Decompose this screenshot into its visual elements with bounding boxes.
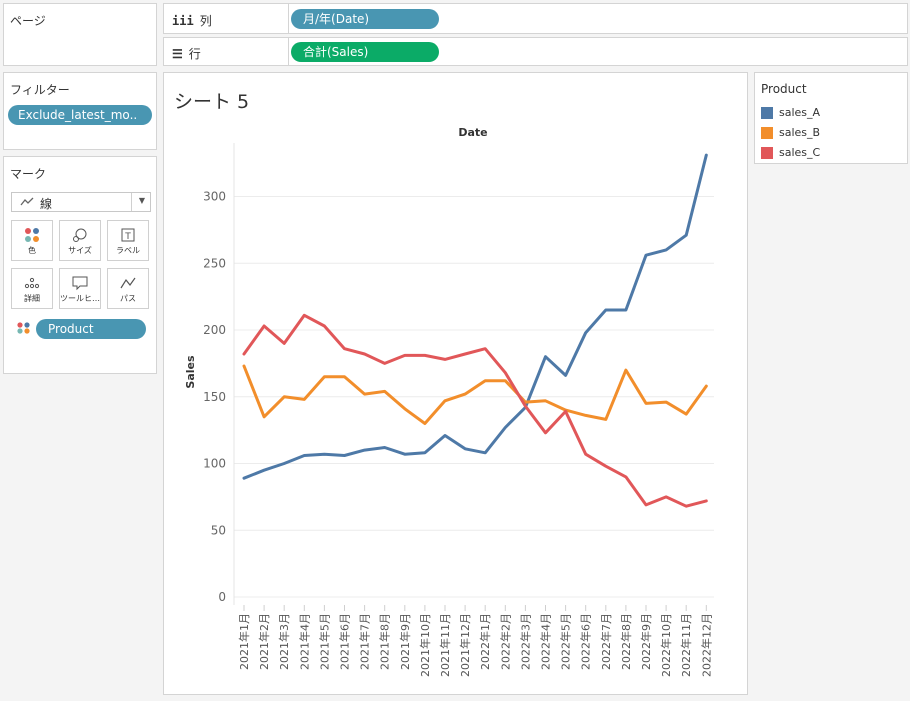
filters-pane: フィルター Exclude_latest_mo.. [3, 72, 157, 150]
legend-item-sales-a[interactable]: sales_A [761, 106, 820, 122]
detail-icon [12, 275, 52, 293]
x-tick-label: 2021年5月 [317, 613, 331, 670]
y-tick-label: 0 [218, 590, 226, 604]
legend-item-sales-c[interactable]: sales_C [761, 146, 820, 162]
legend-swatch [761, 127, 773, 139]
sheet-title: シート 5 [174, 91, 250, 113]
color-dots-icon [16, 320, 32, 339]
path-icon [108, 275, 148, 293]
y-tick-label: 50 [211, 523, 226, 537]
x-tick-label: 2022年2月 [498, 613, 512, 670]
label-icon: T [108, 227, 148, 245]
size-button-label: サイズ [68, 246, 92, 255]
line-chart: 0 50 100 150 200 250 300 Date Sales 2021年1月 2021年2… [184, 126, 714, 677]
x-tick-label: 2022年5月 [559, 613, 573, 670]
x-tick-label: 2021年9月 [398, 613, 412, 670]
color-dots-icon [12, 227, 52, 245]
filters-title: フィルター [10, 83, 70, 97]
legend-label: sales_A [779, 106, 821, 119]
rows-icon: ☰ [172, 47, 183, 61]
legend-label: sales_C [779, 146, 821, 159]
tooltip-icon [60, 275, 100, 293]
x-tick-label: 2022年1月 [478, 613, 492, 670]
x-tick-label: 2022年4月 [539, 613, 553, 670]
x-tick-label: 2021年10月 [418, 613, 432, 677]
pages-pane: ページ [3, 3, 157, 66]
legend-item-sales-b[interactable]: sales_B [761, 126, 820, 142]
rows-shelf[interactable]: ☰ 行 合計(Sales) [163, 37, 908, 66]
color-button[interactable]: 色 [11, 220, 53, 261]
size-icon [60, 227, 100, 245]
color-button-label: 色 [28, 246, 36, 255]
detail-button-label: 詳細 [24, 294, 40, 303]
x-tick-label: 2021年2月 [257, 613, 271, 670]
legend-title: Product [761, 82, 807, 96]
y-tick-label: 300 [203, 190, 226, 204]
x-tick-label: 2022年7月 [599, 613, 613, 670]
svg-text:T: T [124, 232, 131, 242]
x-tick-label: 2022年10月 [659, 613, 673, 677]
line-icon [20, 197, 34, 206]
legend-swatch [761, 147, 773, 159]
x-tick-label: 2021年1月 [237, 613, 251, 670]
series-line-sales-A [242, 153, 708, 480]
legend-label: sales_B [779, 126, 821, 139]
pages-title: ページ [10, 14, 46, 28]
columns-date-pill[interactable]: 月/年(Date) [291, 9, 439, 29]
legend-swatch [761, 107, 773, 119]
shelf-divider [288, 4, 289, 33]
x-tick-label: 2022年12月 [699, 613, 713, 677]
x-tick-label: 2022年11月 [679, 613, 693, 677]
path-button-label: パス [120, 294, 136, 303]
x-tick-label: 2022年8月 [619, 613, 633, 670]
y-tick-label: 150 [203, 390, 226, 404]
size-button[interactable]: サイズ [59, 220, 101, 261]
columns-icon: iii [172, 14, 194, 28]
rows-label-text: 行 [188, 47, 201, 61]
columns-shelf[interactable]: iii 列 月/年(Date) [163, 3, 908, 34]
sheet-pane: シート 5 0 50 100 150 200 250 300 Date Sales 2021年1月… [163, 72, 748, 695]
columns-label-text: 列 [199, 14, 212, 28]
x-tick-label: 2021年12月 [458, 613, 472, 677]
detail-button[interactable]: 詳細 [11, 268, 53, 309]
series-line-sales-C [242, 313, 708, 508]
series-line-sales-B [242, 364, 708, 425]
x-tick-label: 2022年3月 [518, 613, 532, 670]
x-tick-label: 2021年3月 [277, 613, 291, 670]
product-field-pill[interactable]: Product [36, 319, 146, 339]
columns-shelf-label: iii 列 [172, 12, 212, 29]
chart-title: Date [458, 126, 487, 139]
path-button[interactable]: パス [107, 268, 149, 309]
y-axis-label: Sales [184, 355, 197, 389]
x-tick-label: 2022年6月 [579, 613, 593, 670]
tooltip-button-label: ツールヒ… [60, 294, 100, 303]
y-tick-label: 200 [203, 323, 226, 337]
dropdown-divider [131, 193, 132, 211]
x-tick-label: 2022年9月 [639, 613, 653, 670]
x-tick-label: 2021年7月 [358, 613, 372, 670]
y-tick-label: 100 [203, 457, 226, 471]
legend-pane: Product sales_A sales_B sales_C [754, 72, 908, 164]
filter-pill[interactable]: Exclude_latest_mo.. [8, 105, 152, 125]
chevron-down-icon: ▼ [138, 196, 145, 205]
label-button[interactable]: T ラベル [107, 220, 149, 261]
mark-type-label: 線 [40, 197, 53, 211]
shelf-divider [288, 38, 289, 65]
tooltip-button[interactable]: ツールヒ… [59, 268, 101, 309]
x-tick-label: 2021年11月 [438, 613, 452, 677]
x-tick-label: 2021年4月 [297, 613, 311, 670]
mark-type-dropdown[interactable]: 線 ▼ [11, 192, 151, 212]
x-tick-label: 2021年8月 [378, 613, 392, 670]
x-tick-label: 2021年6月 [338, 613, 352, 670]
rows-shelf-label: ☰ 行 [172, 45, 201, 62]
label-button-label: ラベル [116, 246, 140, 255]
marks-pane: マーク 線 ▼ 色 サイズ T ラベル 詳細 ツールヒ… パス Product [3, 156, 157, 374]
y-tick-label: 250 [203, 256, 226, 270]
marks-title: マーク [10, 167, 47, 181]
rows-sales-pill[interactable]: 合計(Sales) [291, 42, 439, 62]
